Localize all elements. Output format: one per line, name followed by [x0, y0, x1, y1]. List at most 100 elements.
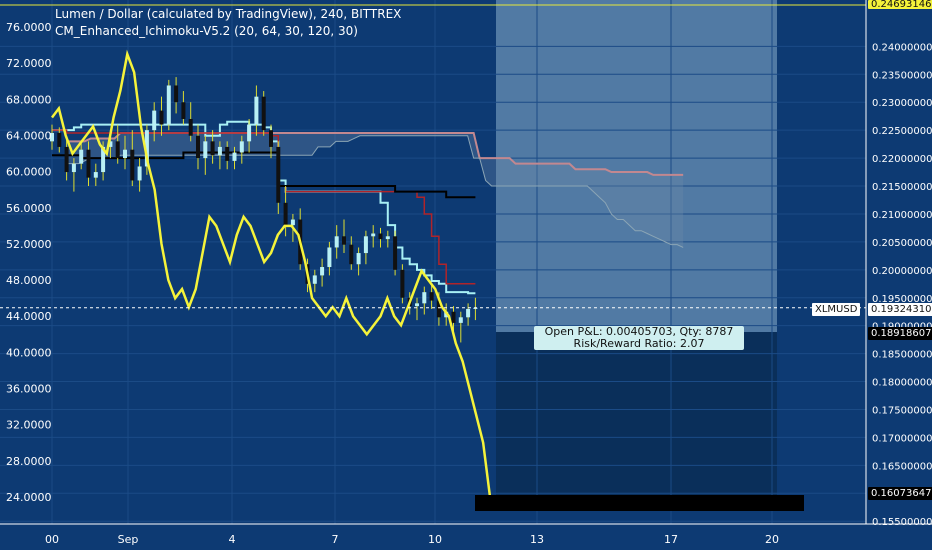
candle-body [93, 172, 98, 178]
right-axis-tick: 0.20500000 [872, 238, 932, 249]
left-axis-tick: 44.0000 [6, 310, 52, 323]
candle-body [363, 236, 368, 254]
candle-body [101, 146, 106, 173]
candle-body [436, 300, 441, 318]
candle-body [276, 146, 281, 203]
risk-reward-text: Risk/Reward Ratio: 2.07 [573, 337, 705, 350]
right-axis-tick: 0.18000000 [872, 378, 932, 389]
candle-body [64, 146, 69, 173]
stop-price-tag: 0.18918607 [868, 327, 932, 340]
loss-zone [496, 332, 777, 502]
candle-body [429, 292, 434, 301]
right-axis-panel [866, 0, 932, 524]
candle-body [71, 163, 76, 173]
candle-body [269, 130, 273, 147]
candle-body [123, 149, 127, 159]
chart-title: Lumen / Dollar (calculated by TradingVie… [55, 7, 402, 21]
candle-body [152, 110, 157, 131]
left-axis-tick: 28.0000 [6, 455, 52, 468]
candle-body [290, 219, 295, 226]
yellow-oscillator [51, 49, 492, 498]
candle-body [451, 311, 456, 323]
candle-body [225, 146, 230, 161]
x-axis-tick: 10 [428, 533, 442, 546]
left-axis-tick: 40.0000 [6, 346, 52, 359]
candle-body [320, 267, 325, 276]
x-axis: 00 Sep 4 7 10 13 17 20 [45, 533, 779, 546]
right-axis-tick: 0.21000000 [872, 210, 932, 221]
candle-body [400, 269, 405, 298]
right-axis-tick: 0.21500000 [872, 182, 932, 193]
right-axis-tick: 0.18500000 [872, 350, 932, 361]
candle-body [203, 141, 208, 159]
right-axis-tick: 0.22500000 [872, 126, 932, 137]
candle-body [79, 149, 84, 164]
candle-body [349, 244, 354, 265]
candle-body [473, 307, 478, 309]
candle-body [50, 132, 54, 142]
candle-body [422, 292, 427, 304]
candle-body [108, 141, 113, 147]
candle-body [130, 149, 135, 181]
oscillator-line [51, 49, 492, 498]
left-axis-tick: 64.0000 [6, 130, 52, 143]
left-axis-tick: 32.0000 [6, 419, 52, 432]
x-axis-tick: 20 [765, 533, 779, 546]
candle-body [188, 118, 193, 136]
top-price-tag: 0.24693146 [868, 0, 932, 9]
right-axis-tick: 0.15500000 [872, 517, 932, 528]
x-axis-tick: Sep [118, 533, 139, 546]
candle-body [283, 202, 288, 226]
candle-body [137, 166, 142, 181]
left-axis-tick: 56.0000 [6, 202, 52, 215]
position-info-box[interactable]: Open P&L: 0.00405703, Qty: 8787 Risk/Rew… [534, 326, 744, 350]
right-axis-tick: 0.16500000 [872, 461, 932, 472]
cloud-fill [66, 132, 684, 248]
candle-body [334, 236, 339, 248]
right-axis-tick: 0.20000000 [872, 266, 932, 277]
right-axis-tick: 0.23000000 [872, 98, 932, 109]
right-axis-tick: 0.19500000 [872, 294, 932, 305]
left-axis-tick: 68.0000 [6, 93, 52, 106]
candle-body [57, 132, 62, 147]
candle-body [159, 110, 164, 125]
left-axis-tick: 48.0000 [6, 274, 52, 287]
candle-body [196, 135, 200, 159]
right-axis-tick: 0.17000000 [872, 433, 932, 444]
candle-body [458, 317, 463, 323]
candle-body [356, 253, 361, 265]
cloud-lower-line [66, 135, 684, 248]
candle-body [247, 124, 252, 142]
x-axis-tick: 4 [229, 533, 236, 546]
candle-body [86, 149, 91, 178]
candle-body [144, 130, 149, 167]
candle-body [385, 236, 390, 240]
target-bar [475, 495, 804, 511]
left-axis-tick: 60.0000 [6, 166, 52, 179]
candle-body [415, 303, 419, 307]
candle-body [115, 141, 120, 159]
left-axis-tick: 76.0000 [6, 21, 52, 34]
candle-body [342, 236, 346, 245]
bottom-axis-panel [0, 524, 932, 550]
x-axis-tick: 13 [530, 533, 544, 546]
candle-body [239, 141, 244, 153]
candle-body [261, 96, 266, 131]
left-axis: 76.0000 72.0000 68.0000 64.0000 60.0000 56.00… [6, 21, 52, 504]
indicator-label: CM_Enhanced_Ichimoku-V5.2 (20, 64, 30, 1… [55, 24, 358, 38]
candle-body [210, 141, 215, 156]
x-axis-tick: 00 [45, 533, 59, 546]
left-axis-tick: 52.0000 [6, 238, 52, 251]
candle-body [174, 85, 179, 103]
x-axis-tick: 17 [664, 533, 678, 546]
candle-body [393, 236, 398, 270]
right-axis-tick: 0.17500000 [872, 405, 932, 416]
candle-body [312, 275, 317, 284]
candle-body [217, 146, 222, 156]
left-axis-tick: 36.0000 [6, 382, 52, 395]
tenkan-line [52, 151, 476, 199]
last-price-tag: 0.19324310 [868, 303, 932, 316]
right-axis-tick: 0.22000000 [872, 154, 932, 165]
symbol-tag[interactable]: XLMUSD [812, 303, 861, 316]
